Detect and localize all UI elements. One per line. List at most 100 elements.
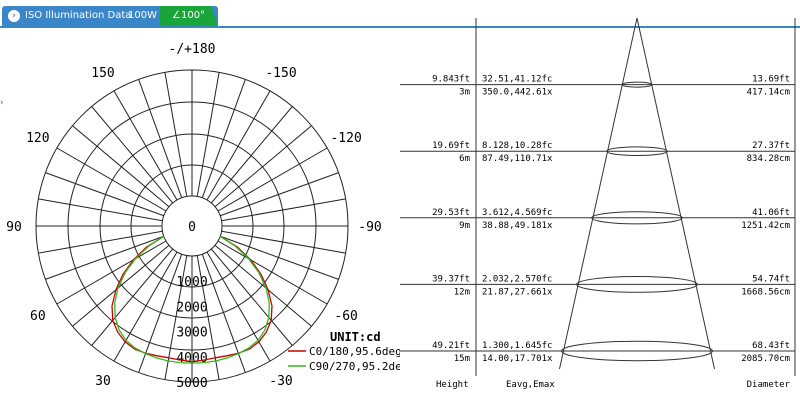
polar-spoke: [38, 198, 163, 222]
row-height-ft: 9.843ft: [432, 75, 470, 85]
illumination-cone-chart: 9.843ft 3m 32.51,41.12fc 350.0,442.61x 13.69…: [400, 17, 796, 390]
polar-angle-label: 30: [95, 374, 111, 389]
row-lx: 14.00,17.701x: [482, 354, 553, 364]
tab-title: ISO Illumination Data: [25, 10, 132, 21]
polar-angle-label: -30: [269, 374, 292, 389]
cone-ellipse: [576, 276, 698, 293]
row-height-ft: 29.53ft: [432, 208, 470, 218]
polar-spoke: [56, 147, 167, 212]
polar-spoke: [138, 79, 183, 198]
polar-angle-label: 150: [91, 66, 114, 81]
row-diam-cm: 834.28cm: [747, 154, 790, 164]
polar-angle-label: -120: [330, 131, 361, 146]
cone-right-edge: [636, 17, 715, 370]
polar-spoke: [196, 72, 220, 197]
polar-spoke: [91, 248, 174, 346]
polar-spoke: [164, 72, 188, 197]
row-lx: 38.88,49.181x: [482, 221, 553, 231]
polar-angle-label: 90: [6, 220, 22, 235]
row-diam-cm: 1251.42cm: [741, 221, 790, 231]
row-height-ft: 39.37ft: [432, 274, 470, 284]
polar-spoke: [214, 244, 312, 327]
polar-angle-label: 0: [188, 220, 196, 235]
row-height-ft: 49.21ft: [432, 341, 470, 351]
row-fc: 3.612,4.569fc: [482, 208, 552, 218]
polar-intensity-chart: -/+180 150 120 90 60 30 0 -30 -60 -90 -120 -150 1000…: [6, 42, 400, 391]
cone-ellipse: [606, 146, 668, 156]
row-lx: 21.87,27.661x: [482, 287, 553, 297]
polar-spoke: [217, 147, 328, 212]
polar-spoke: [45, 235, 164, 280]
row-fc: 2.032,2.570fc: [482, 274, 552, 284]
polar-radial-label: 1000: [176, 275, 207, 290]
tab-iso-illumination[interactable]: › ISO Illumination Data 100W ∠100°: [2, 6, 218, 26]
polar-radial-label: 2000: [176, 300, 207, 315]
row-diam-cm: 417.14cm: [747, 88, 790, 98]
polar-spoke: [164, 255, 188, 380]
polar-spoke: [221, 198, 346, 222]
row-height-m: 12m: [454, 287, 470, 297]
polar-spoke: [113, 90, 178, 201]
polar-spoke: [220, 235, 339, 280]
polar-spoke: [217, 240, 328, 305]
polar-spoke: [72, 125, 170, 208]
edge-mark: ›: [0, 98, 4, 108]
row-diam-cm: 1668.56cm: [741, 287, 790, 297]
polar-spoke: [72, 244, 170, 327]
row-diam-ft: 41.06ft: [752, 208, 790, 218]
beam-angle-badge: ∠100°: [160, 6, 218, 26]
polar-spoke: [201, 254, 246, 373]
polar-curve-series-0: [111, 235, 273, 363]
polar-spoke: [38, 230, 163, 254]
row-height-m: 6m: [459, 154, 470, 164]
header-lux: Eavg,Emax: [506, 380, 555, 390]
polar-spoke: [45, 172, 164, 217]
row-fc: 8.128,10.28fc: [482, 141, 552, 151]
row-diam-ft: 68.43ft: [752, 341, 790, 351]
polar-angle-label: -60: [334, 309, 357, 324]
legend-label-1: C90/270,95.2deg: [309, 360, 400, 373]
polar-spoke: [210, 106, 293, 204]
polar-spoke: [206, 90, 271, 201]
polar-unit-label: UNIT:cd: [330, 330, 381, 344]
tab-bar: › ISO Illumination Data 100W ∠100°: [0, 6, 800, 28]
polar-spoke: [196, 255, 220, 380]
polar-radial-label: 3000: [176, 326, 207, 341]
row-diam-ft: 13.69ft: [752, 75, 790, 85]
polar-angle-label: 120: [26, 131, 49, 146]
polar-spoke: [206, 251, 271, 362]
row-height-ft: 19.69ft: [432, 141, 470, 151]
cone-left-edge: [559, 17, 638, 370]
polar-angle-label: 60: [30, 309, 46, 324]
polar-spoke: [138, 254, 183, 373]
polar-radial-label: 5000: [176, 376, 207, 391]
row-height-m: 3m: [459, 88, 470, 98]
polar-angle-label: -/+180: [169, 42, 216, 57]
cone-ellipse: [561, 340, 713, 362]
tab-underline: [0, 26, 800, 28]
header-diameter: Diameter: [747, 380, 791, 390]
polar-curve-series-1: [114, 235, 270, 364]
polar-spoke: [221, 230, 346, 254]
row-diam-ft: 54.74ft: [752, 274, 790, 284]
legend-label-0: C0/180,95.6deg: [309, 345, 400, 358]
polar-spoke: [113, 251, 178, 362]
row-fc: 32.51,41.12fc: [482, 75, 552, 85]
polar-angle-label: -90: [358, 220, 381, 235]
polar-angle-label: -150: [265, 66, 296, 81]
polar-spoke: [201, 79, 246, 198]
row-height-m: 15m: [454, 354, 470, 364]
row-lx: 87.49,110.71x: [482, 154, 553, 164]
polar-spoke: [214, 125, 312, 208]
row-diam-ft: 27.37ft: [752, 141, 790, 151]
tab-power: 100W: [128, 10, 157, 21]
polar-spoke: [220, 172, 339, 217]
chevron-right-icon: ›: [8, 10, 20, 22]
polar-spoke: [56, 240, 167, 305]
header-height: Height: [436, 380, 469, 390]
row-lx: 350.0,442.61x: [482, 88, 553, 98]
row-diam-cm: 2085.70cm: [741, 354, 790, 364]
beam-angle-label: ∠100°: [172, 10, 206, 21]
cone-ellipse: [591, 211, 683, 225]
polar-spoke: [210, 248, 293, 346]
